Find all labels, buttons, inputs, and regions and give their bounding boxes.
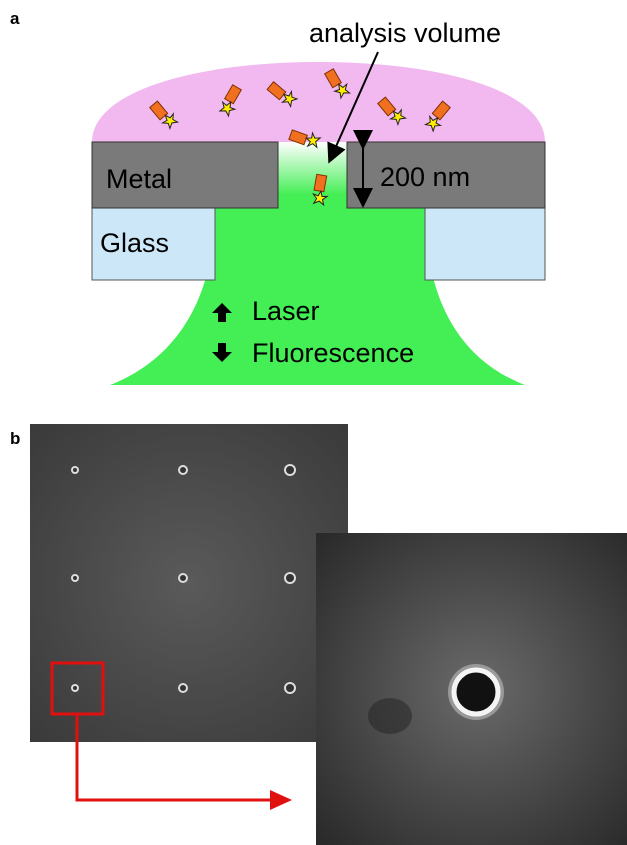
shadow [368, 698, 412, 734]
glass [425, 208, 545, 280]
glass-label: Glass [100, 228, 169, 258]
figure: a analysis volume Metal Glass 200 nm Las… [0, 0, 627, 845]
panel-label: b [10, 429, 20, 448]
zoom-arrowhead [270, 790, 292, 810]
metal-label: Metal [106, 164, 172, 194]
fluorescence-label: Fluorescence [252, 338, 414, 368]
annotation: analysis volume [309, 18, 501, 48]
aperture [278, 142, 347, 208]
panel-label: a [10, 9, 20, 28]
laser-label: Laser [252, 296, 320, 326]
thickness-label: 200 nm [380, 162, 470, 192]
aperture-zoom [454, 670, 498, 714]
solution [92, 62, 545, 142]
